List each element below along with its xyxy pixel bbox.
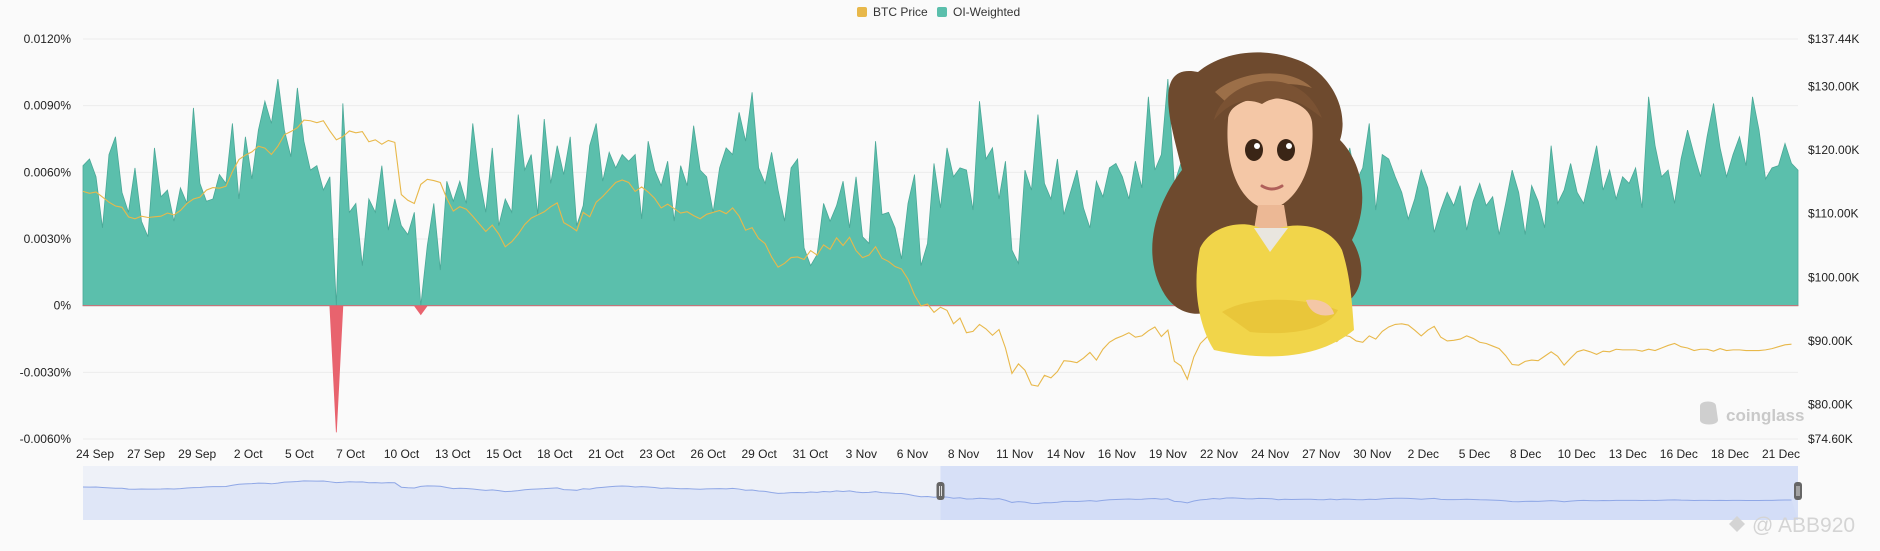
x-tick-label: 15 Oct	[486, 447, 522, 461]
x-axis: 24 Sep 27 Sep 29 Sep 2 Oct 5 Oct 7 Oct 10 Oct 1…	[76, 447, 1800, 461]
x-tick-label: 29 Oct	[742, 447, 778, 461]
x-tick-label: 13 Oct	[435, 447, 471, 461]
avatar-eye-left-highlight	[1254, 143, 1260, 149]
avatar-hair-fringe	[1214, 81, 1322, 120]
y-left-tick-label: -0.0030%	[20, 365, 72, 379]
x-tick-label: 22 Nov	[1200, 447, 1238, 461]
x-tick-label: 27 Nov	[1302, 447, 1340, 461]
x-tick-label: 11 Nov	[996, 447, 1033, 461]
chart-legend: BTC Price OI-Weighted	[857, 5, 1020, 19]
navigator-selected-range[interactable]	[940, 466, 1799, 520]
y-right-tick-label: $80.00K	[1808, 398, 1853, 412]
y-right-tick-label: $100.00K	[1808, 270, 1859, 284]
y-right-tick-label: $130.00K	[1808, 79, 1859, 93]
y-left-tick-label: 0.0120%	[24, 32, 72, 46]
image-credit: @ ABB920	[1729, 514, 1855, 537]
y-left-tick-label: 0.0090%	[24, 99, 72, 113]
x-tick-label: 10 Oct	[384, 447, 420, 461]
y-right-tick-label: $120.00K	[1808, 143, 1859, 157]
y-left-tick-label: -0.0060%	[20, 432, 72, 446]
x-tick-label: 8 Dec	[1510, 447, 1541, 461]
range-navigator[interactable]	[82, 466, 1802, 520]
x-tick-label: 6 Nov	[897, 447, 928, 461]
x-tick-label: 7 Oct	[336, 447, 365, 461]
x-tick-label: 21 Oct	[588, 447, 624, 461]
x-tick-label: 16 Dec	[1660, 447, 1698, 461]
y-left-tick-label: 0%	[54, 299, 72, 313]
image-credit-text: @ ABB920	[1752, 514, 1855, 537]
legend-item-oi-weighted[interactable]: OI-Weighted	[937, 5, 1020, 19]
x-tick-label: 29 Sep	[178, 447, 216, 461]
x-tick-label: 24 Nov	[1251, 447, 1289, 461]
legend-swatch-oi-weighted	[937, 7, 947, 17]
x-tick-label: 2 Oct	[234, 447, 263, 461]
avatar-eye-right	[1277, 139, 1295, 161]
x-tick-label: 19 Nov	[1149, 447, 1187, 461]
x-tick-label: 2 Dec	[1408, 447, 1439, 461]
avatar-face	[1227, 97, 1313, 210]
y-axis-left: 0.0120% 0.0090% 0.0060% 0.0030% 0% -0.0030% -0…	[20, 32, 72, 446]
avatar-hand	[1306, 299, 1334, 316]
series-oi-weighted-positive-area	[82, 78, 1799, 307]
series-oi-weighted-negative-area	[82, 305, 1799, 433]
coinglass-watermark: coinglass	[1700, 401, 1804, 425]
x-tick-label: 23 Oct	[639, 447, 675, 461]
y-axis-right: $137.44K $130.00K $120.00K $110.00K $100.00K…	[1808, 32, 1859, 446]
navigator-handle-right[interactable]	[1794, 482, 1802, 500]
coinglass-watermark-text: coinglass	[1726, 406, 1804, 425]
x-tick-label: 21 Dec	[1762, 447, 1800, 461]
y-left-tick-label: 0.0030%	[24, 232, 72, 246]
x-tick-label: 18 Dec	[1711, 447, 1749, 461]
coinglass-logo-icon	[1700, 401, 1718, 425]
legend-label-btc-price: BTC Price	[873, 5, 928, 19]
x-tick-label: 16 Nov	[1098, 447, 1136, 461]
legend-label-oi-weighted: OI-Weighted	[953, 5, 1020, 19]
x-tick-label: 18 Oct	[537, 447, 573, 461]
x-tick-label: 27 Sep	[127, 447, 165, 461]
series-btc-price-line	[82, 119, 1792, 387]
x-tick-label: 5 Oct	[285, 447, 314, 461]
x-tick-label: 24 Sep	[76, 447, 114, 461]
navigator-handle-left[interactable]	[936, 482, 945, 500]
plot-area	[82, 78, 1799, 433]
x-tick-label: 13 Dec	[1609, 447, 1647, 461]
y-right-tick-label: $74.60K	[1808, 432, 1853, 446]
x-tick-label: 5 Dec	[1459, 447, 1490, 461]
avatar-eye-right-highlight	[1286, 143, 1292, 149]
avatar-mouth	[1260, 184, 1284, 191]
avatar-hair-shine	[1215, 73, 1312, 104]
y-right-tick-label: $110.00K	[1808, 207, 1859, 221]
x-tick-label: 31 Oct	[793, 447, 829, 461]
binance-logo-icon	[1729, 516, 1745, 532]
y-right-tick-label: $137.44K	[1808, 32, 1859, 46]
y-right-tick-label: $90.00K	[1808, 334, 1853, 348]
x-tick-label: 10 Dec	[1558, 447, 1596, 461]
avatar-arms	[1222, 299, 1338, 334]
avatar-eye-left	[1245, 139, 1263, 161]
legend-item-btc-price[interactable]: BTC Price	[857, 5, 928, 19]
x-tick-label: 26 Oct	[690, 447, 726, 461]
avatar-neck	[1254, 205, 1288, 230]
legend-swatch-btc-price	[857, 7, 867, 17]
avatar-collar	[1254, 228, 1288, 252]
x-tick-label: 8 Nov	[948, 447, 979, 461]
y-left-tick-label: 0.0060%	[24, 165, 72, 179]
x-tick-label: 3 Nov	[846, 447, 877, 461]
avatar-illustration	[1152, 52, 1363, 357]
x-tick-label: 14 Nov	[1047, 447, 1085, 461]
x-tick-label: 30 Nov	[1353, 447, 1391, 461]
